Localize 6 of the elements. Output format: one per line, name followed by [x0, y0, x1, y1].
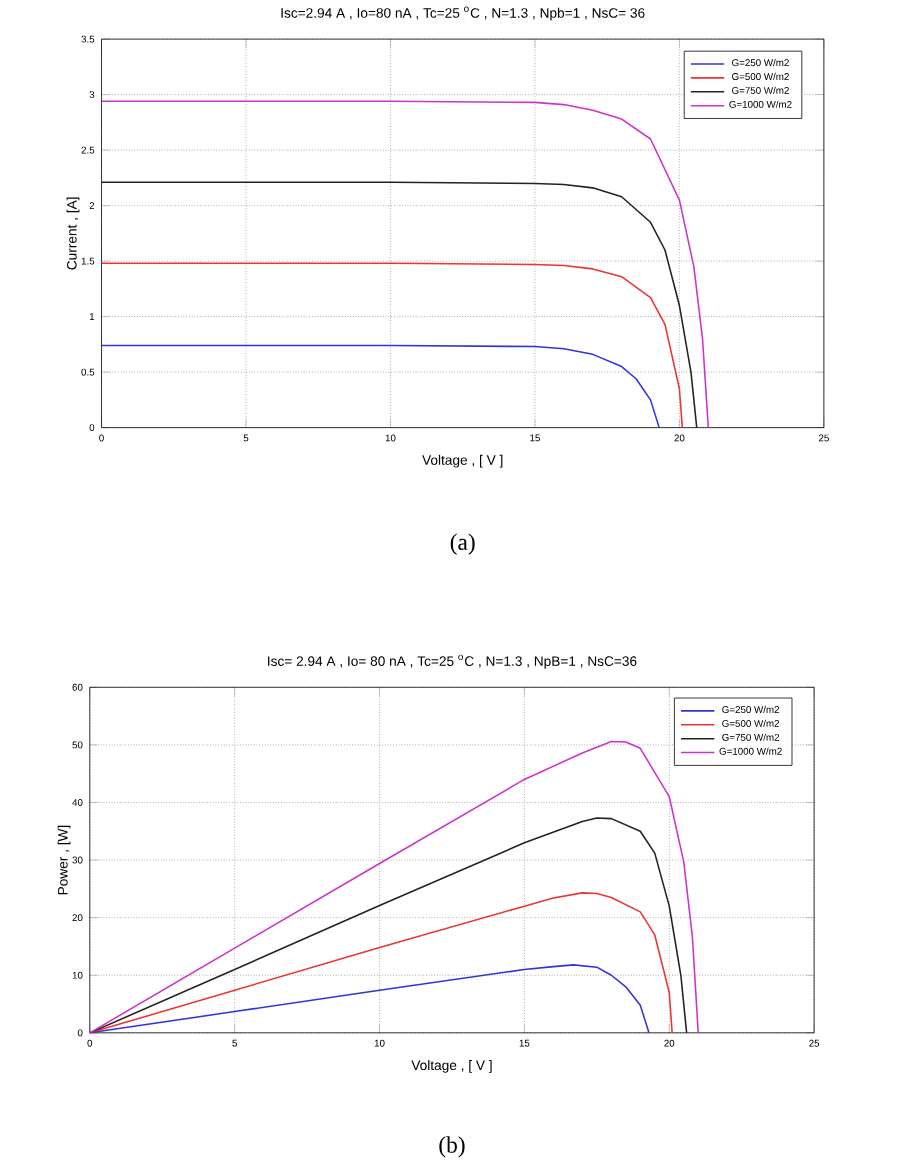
line-series [89, 817, 688, 1034]
text: (a) [450, 533, 475, 555]
line-series [89, 892, 673, 1034]
line-series [89, 964, 650, 1034]
text: (b) [439, 1136, 465, 1158]
line-series [89, 740, 699, 1034]
